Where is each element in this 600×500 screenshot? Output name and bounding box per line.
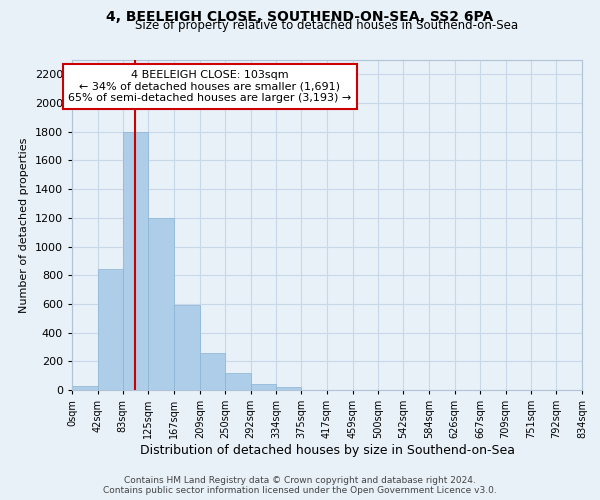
Bar: [148, 218, 174, 390]
Text: 4, BEELEIGH CLOSE, SOUTHEND-ON-SEA, SS2 6PA: 4, BEELEIGH CLOSE, SOUTHEND-ON-SEA, SS2 …: [106, 10, 494, 24]
Bar: [98, 270, 123, 390]
Bar: [174, 306, 200, 390]
X-axis label: Distribution of detached houses by size in Southend-on-Sea: Distribution of detached houses by size …: [139, 444, 515, 457]
Bar: [123, 132, 148, 390]
Bar: [225, 373, 251, 390]
Text: 4 BEELEIGH CLOSE: 103sqm
← 34% of detached houses are smaller (1,691)
65% of sem: 4 BEELEIGH CLOSE: 103sqm ← 34% of detach…: [68, 70, 352, 103]
Bar: [251, 384, 276, 390]
Bar: [276, 387, 301, 390]
Bar: [200, 354, 225, 390]
Title: Size of property relative to detached houses in Southend-on-Sea: Size of property relative to detached ho…: [136, 20, 518, 32]
Y-axis label: Number of detached properties: Number of detached properties: [19, 138, 29, 312]
Bar: [72, 386, 98, 390]
Text: Contains HM Land Registry data © Crown copyright and database right 2024.
Contai: Contains HM Land Registry data © Crown c…: [103, 476, 497, 495]
